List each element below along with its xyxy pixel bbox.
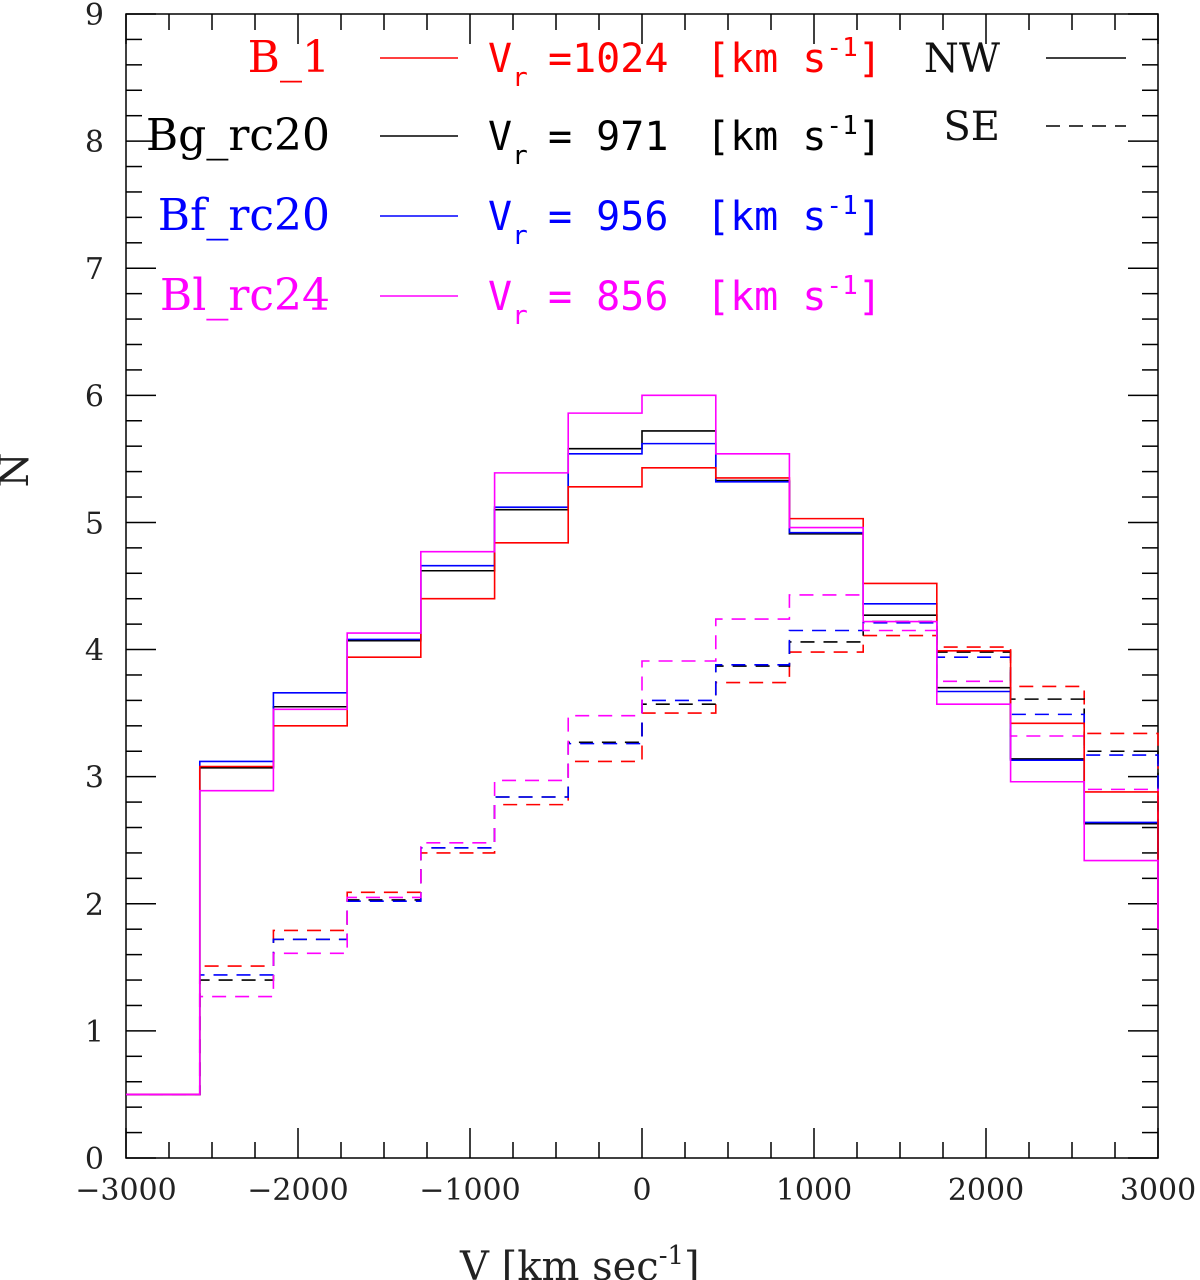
vel-sub: r [512, 141, 528, 171]
plot-frame [125, 13, 1159, 1159]
x-axis-label: V [km sec-1] [459, 1241, 700, 1280]
vel-value: = 856 [548, 274, 668, 320]
vel-unit-sup: -1 [826, 271, 857, 301]
x-tick-label: 1000 [776, 1173, 852, 1208]
line-style-key: NW SE [924, 36, 1126, 150]
series-nw-bf-rc20 [126, 442, 1159, 1096]
y-tick-label: 2 [85, 888, 104, 923]
vel-unit: [km s [706, 194, 826, 240]
x-axis-label-close: ] [684, 1244, 700, 1280]
y-tick-label: 3 [85, 761, 104, 796]
vel-value: =1024 [548, 36, 668, 82]
y-tick-label: 7 [85, 252, 104, 287]
legend-name: Bg_rc20 [146, 110, 330, 161]
vel-unit-close: ] [858, 274, 882, 320]
series-nw-bg-rc20 [126, 430, 1159, 1096]
x-tick-label: 2000 [948, 1173, 1024, 1208]
vel-unit-sup: -1 [826, 191, 857, 221]
vel-value: = 971 [548, 114, 668, 160]
series-nw-b-1 [126, 466, 1159, 1096]
x-tick-label: 0 [632, 1173, 651, 1208]
vel-unit-close: ] [858, 36, 882, 82]
legend-name: Bl_rc24 [160, 270, 330, 321]
legend-velocity: Vr = 956 [km s-1] [488, 191, 882, 251]
x-axis-label-main: V [km sec [459, 1244, 659, 1280]
style-key-label: NW [924, 36, 1000, 82]
y-axis-label: N [0, 453, 38, 488]
style-key-label: SE [943, 104, 1000, 150]
vel-unit: [km s [706, 274, 826, 320]
series-layer [126, 394, 1159, 1096]
y-tick-label: 8 [85, 125, 104, 160]
vel-unit: [km s [706, 36, 826, 82]
vel-unit-sup: -1 [826, 111, 857, 141]
x-tick-label: −2000 [247, 1173, 348, 1208]
vel-symbol: V [488, 114, 512, 160]
vel-symbol: V [488, 274, 512, 320]
legend: B_1 Vr =1024 [km s-1]Bg_rc20 Vr = 971 [km s-1]… [146, 32, 882, 331]
legend-velocity: Vr =1024 [km s-1] [488, 33, 882, 93]
legend-name: Bf_rc20 [158, 190, 330, 241]
series-se-bl-rc24 [126, 594, 1159, 1096]
legend-velocity: Vr = 856 [km s-1] [488, 271, 882, 331]
x-tick-label: 3000 [1120, 1173, 1196, 1208]
vel-sub: r [512, 63, 528, 93]
x-tick-label: −3000 [75, 1173, 176, 1208]
vel-sub: r [512, 301, 528, 331]
y-tick-label: 9 [85, 0, 104, 33]
vel-sub: r [512, 221, 528, 251]
axis-ticks [125, 13, 1159, 1159]
series-se-bf-rc20 [126, 622, 1159, 1096]
y-tick-label: 1 [85, 1015, 104, 1050]
legend-velocity: Vr = 971 [km s-1] [488, 111, 882, 171]
vel-symbol: V [488, 36, 512, 82]
vel-unit: [km s [706, 114, 826, 160]
x-axis-label-sup: -1 [659, 1241, 684, 1271]
x-tick-label: −1000 [419, 1173, 520, 1208]
y-tick-label: 5 [85, 506, 104, 541]
series-nw-bl-rc24 [126, 394, 1159, 1096]
vel-unit-close: ] [858, 194, 882, 240]
vel-unit-close: ] [858, 114, 882, 160]
legend-name: B_1 [248, 32, 330, 83]
y-tick-label: 4 [85, 634, 104, 669]
vel-symbol: V [488, 194, 512, 240]
y-tick-label: 0 [85, 1142, 104, 1177]
vel-value: = 956 [548, 194, 668, 240]
tick-labels: −3000 −2000 −1000 0 1000 2000 3000 0 1 2 3 4 5 6 7 8 9 [75, 0, 1196, 1208]
y-tick-label: 6 [85, 379, 104, 414]
vel-unit-sup: -1 [826, 33, 857, 63]
